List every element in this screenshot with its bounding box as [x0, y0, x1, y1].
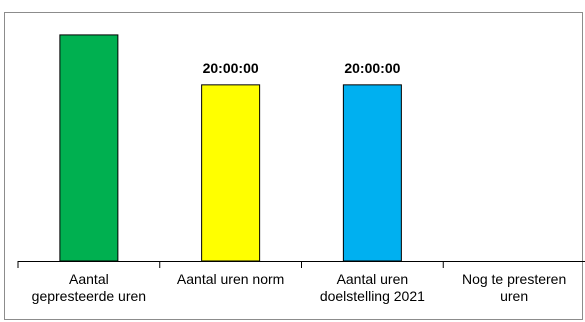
bar [201, 84, 261, 262]
bar-value-label: 20:00:00 [203, 60, 259, 76]
bar [59, 34, 119, 262]
data-labels-layer: 20:00:00 20:00:00 [203, 60, 401, 76]
category-tick-label: Aantal gepresteerde uren [32, 271, 146, 304]
bar [342, 84, 402, 262]
category-tick-label: Nog te presteren uren [462, 271, 566, 304]
bars-layer [59, 34, 402, 262]
category-tick-label: Aantal uren doelstelling 2021 [320, 271, 425, 304]
bar-value-label: 20:00:00 [344, 60, 400, 76]
category-tick-label: Aantal uren norm [177, 271, 284, 287]
x-axis: Aantal gepresteerde uren Aantal uren norm A… [17, 261, 585, 304]
